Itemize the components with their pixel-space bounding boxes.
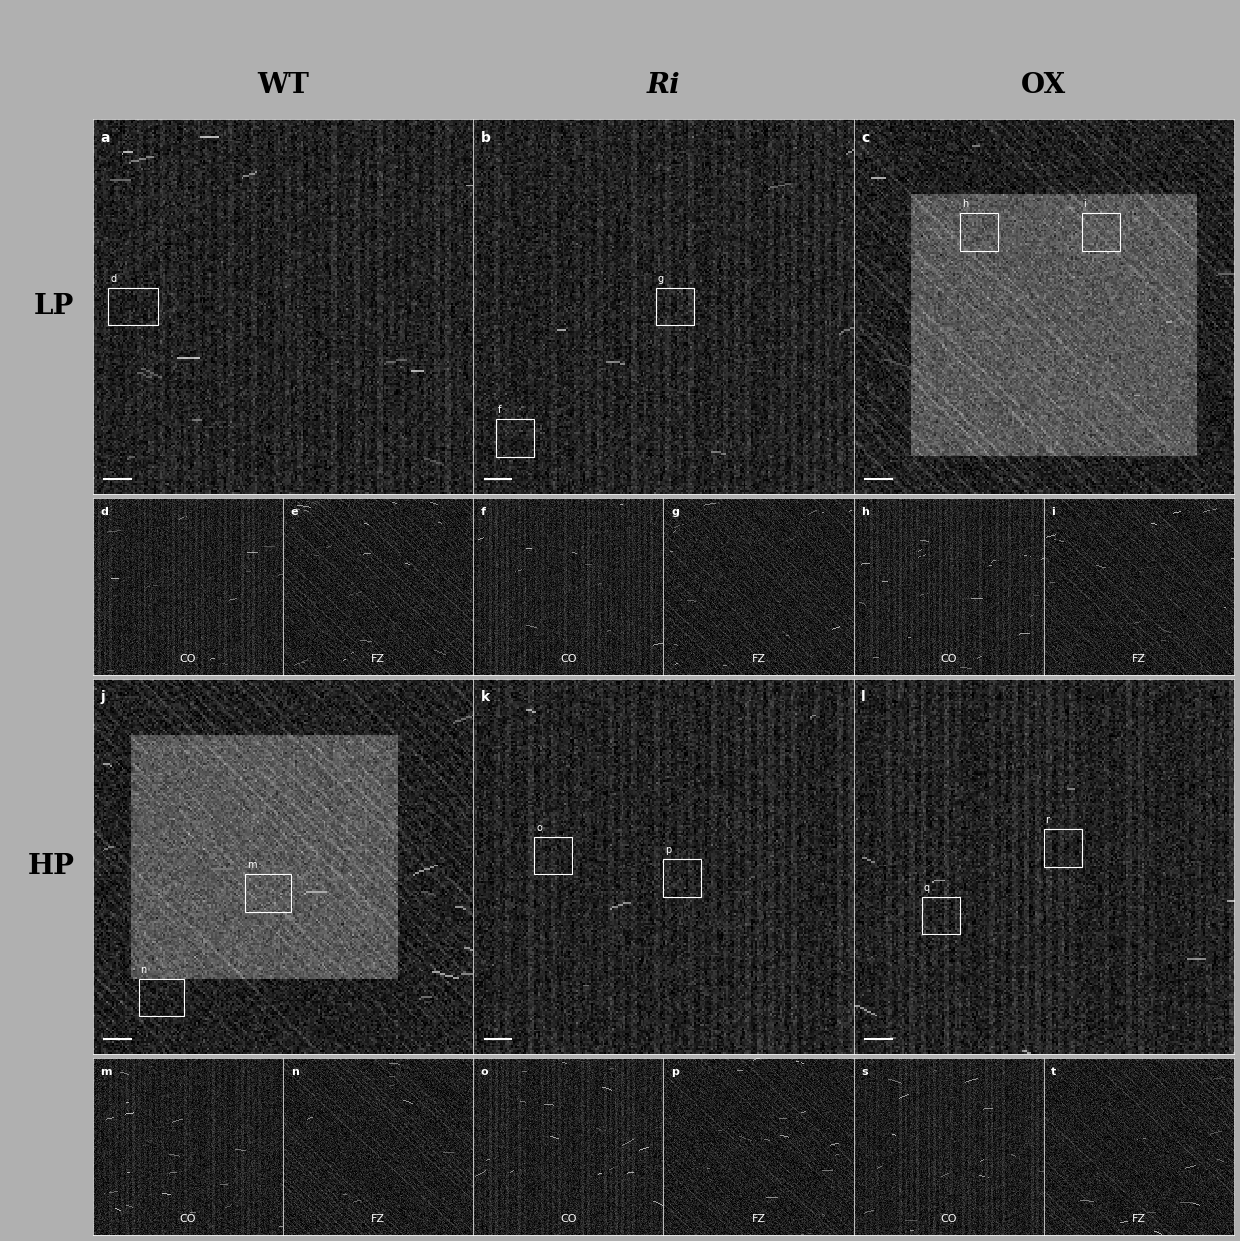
Text: FZ: FZ [1132,654,1146,664]
Text: o: o [481,1067,489,1077]
Text: r: r [1045,815,1049,825]
Text: e: e [290,508,299,517]
Text: l: l [861,690,866,705]
Text: HP: HP [27,853,74,880]
Text: a: a [100,130,110,145]
Text: k: k [481,690,490,705]
Text: CO: CO [560,654,577,664]
Text: CO: CO [940,1214,957,1224]
Text: FZ: FZ [751,1214,765,1224]
Text: g: g [657,274,663,284]
Bar [663,859,702,896]
Text: s: s [861,1067,868,1077]
Bar [246,874,290,911]
Text: m: m [247,860,257,870]
Bar [1044,829,1081,866]
Text: d: d [110,274,117,284]
Text: t: t [1052,1067,1056,1077]
Text: j: j [100,690,105,705]
Text: f: f [498,406,501,416]
Text: d: d [100,508,108,517]
Text: FZ: FZ [1132,1214,1146,1224]
Text: h: h [962,200,968,210]
Text: b: b [481,130,491,145]
Text: p: p [666,845,672,855]
Bar [534,836,572,874]
Text: Ri: Ri [646,72,681,99]
Text: CO: CO [940,654,957,664]
Text: i: i [1052,508,1055,517]
Text: CO: CO [180,1214,196,1224]
Text: n: n [140,965,146,975]
Text: LP: LP [33,293,74,320]
Text: FZ: FZ [371,654,386,664]
Text: o: o [536,823,542,833]
Text: CO: CO [560,1214,577,1224]
Text: FZ: FZ [751,654,765,664]
Bar [496,419,534,457]
Text: i: i [1084,200,1086,210]
Bar [108,288,157,325]
Text: p: p [671,1067,678,1077]
Bar [923,896,960,934]
Text: g: g [671,508,678,517]
Text: WT: WT [257,72,309,99]
Text: m: m [100,1067,112,1077]
Text: q: q [924,882,930,892]
Text: f: f [481,508,486,517]
Text: CO: CO [180,654,196,664]
Text: n: n [290,1067,299,1077]
Text: OX: OX [1021,72,1066,99]
Bar [656,288,694,325]
Text: c: c [861,130,869,145]
Text: h: h [861,508,869,517]
Bar [960,213,998,251]
Bar [1081,213,1120,251]
Bar [139,979,185,1016]
Text: FZ: FZ [371,1214,386,1224]
